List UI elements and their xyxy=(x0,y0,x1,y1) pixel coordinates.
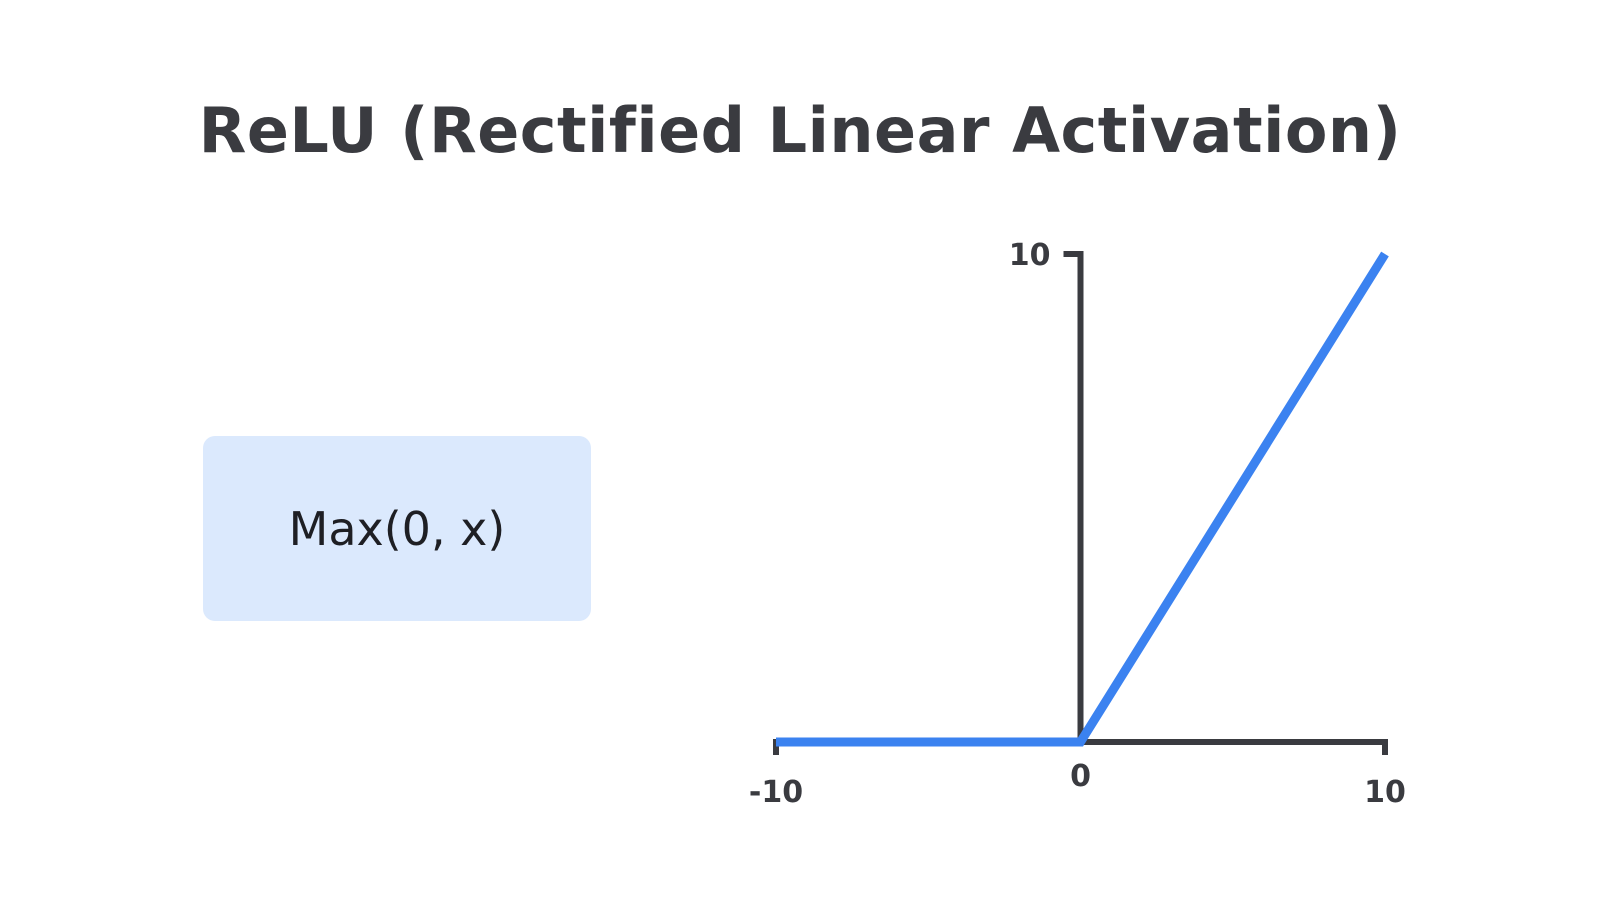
x-tick-label: -10 xyxy=(749,775,803,810)
relu-line xyxy=(776,251,1389,747)
axes xyxy=(773,251,1388,755)
tick-labels: -10 0 10 10 xyxy=(749,238,1406,810)
formula-box: Max(0, x) xyxy=(203,436,591,621)
x-tick-label: 0 xyxy=(1070,759,1091,794)
chart-title: ReLU (Rectified Linear Activation) xyxy=(198,94,1402,167)
formula-text: Max(0, x) xyxy=(288,501,506,556)
x-tick-label: 10 xyxy=(1364,775,1406,810)
y-tick-label: 10 xyxy=(1009,238,1051,273)
series-layer xyxy=(776,251,1389,747)
